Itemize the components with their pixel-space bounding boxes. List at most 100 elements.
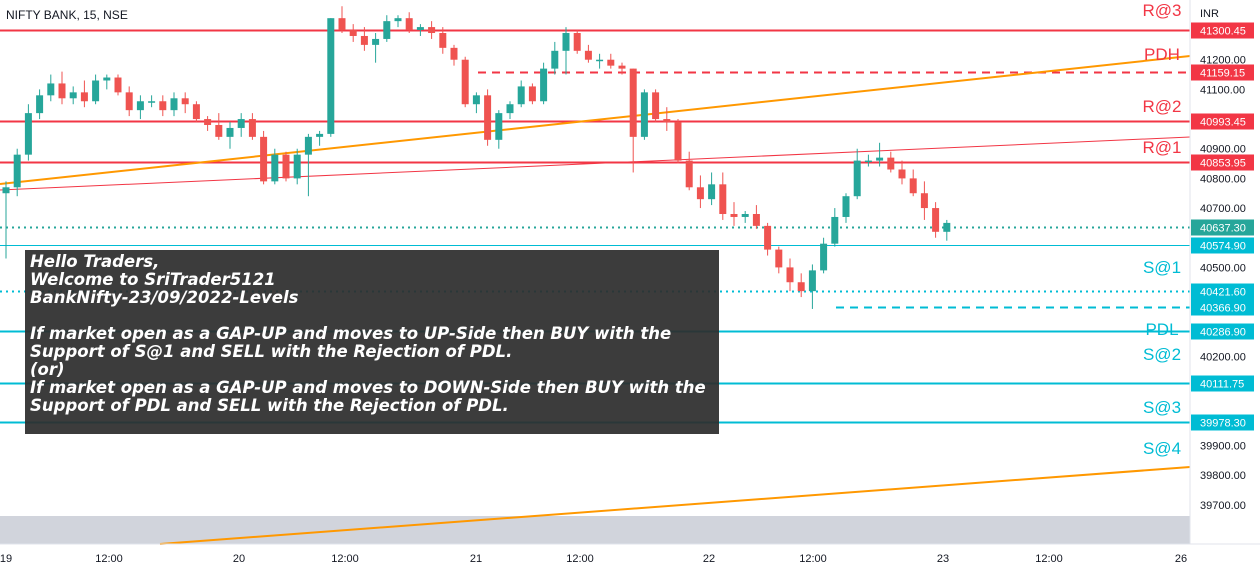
level-name-label: R@3: [1143, 1, 1182, 20]
level-name-label: S@3: [1143, 398, 1181, 417]
candle-body: [360, 35, 368, 45]
note-plan-a-2: Support of S@1 and SELL with the Rejecti…: [30, 342, 513, 361]
level-price-box: [1191, 219, 1254, 236]
level-price-box: [1191, 64, 1254, 81]
candle-body: [248, 119, 256, 137]
candle-body: [584, 50, 592, 60]
time-axis[interactable]: 19 12:00 20 12:00 21 12:00 22 12:00 23 12:00 26: [0, 543, 1260, 565]
candle-body: [640, 92, 648, 137]
level-name-label: R@1: [1143, 138, 1182, 157]
candle-body: [405, 18, 413, 31]
candle-body: [629, 68, 637, 137]
y-tick-label: 39800.00: [1200, 470, 1246, 482]
candle-body: [551, 50, 559, 69]
candle-body: [2, 187, 10, 194]
x-tick-label: 22: [703, 553, 715, 565]
y-tick-label: 39700.00: [1200, 500, 1246, 512]
candle-body: [741, 214, 749, 217]
level-name-label: S@4: [1143, 439, 1181, 458]
currency-label: INR: [1200, 8, 1219, 20]
candle-body: [932, 208, 940, 232]
candle-body: [383, 21, 391, 39]
note-plan-b-2: Support of PDL and SELL with the Rejecti…: [30, 396, 509, 415]
candle-body: [170, 98, 178, 111]
note-heading: BankNifty-23/09/2022-Levels: [30, 288, 299, 307]
y-tick-label: 40800.00: [1200, 173, 1246, 185]
candle-body: [618, 65, 626, 69]
y-tick-label: 40900.00: [1200, 144, 1246, 156]
candle-body: [282, 154, 290, 179]
candle-body: [461, 59, 469, 105]
candle-body: [596, 59, 604, 62]
candle-body: [853, 160, 861, 197]
candle-body: [820, 243, 828, 271]
candle-body: [103, 77, 111, 81]
candle-body: [271, 154, 279, 182]
candle-body: [394, 18, 402, 22]
y-tick-label: 40500.00: [1200, 262, 1246, 274]
candle-body: [943, 222, 951, 232]
candle-body: [428, 27, 436, 34]
candle-body: [674, 122, 682, 161]
level-price-box: [1191, 375, 1254, 392]
level-price-label: 39978.30: [1200, 418, 1246, 430]
note-or: (or): [30, 360, 65, 379]
level-name-label: S@2: [1143, 345, 1181, 364]
candle-body: [204, 119, 212, 125]
x-tick-label: 20: [233, 553, 245, 565]
candle-body: [573, 33, 581, 51]
candle-body: [864, 160, 872, 163]
candle-body: [797, 282, 805, 292]
level-price-label: 40853.95: [1200, 158, 1246, 170]
level-price-box: [1191, 113, 1254, 130]
candle-body: [148, 101, 156, 103]
candle-body: [327, 18, 335, 134]
price-axis[interactable]: 41200.00 41100.00 40900.00 40800.00 40700.00…: [1189, 0, 1254, 544]
candle-body: [696, 187, 704, 200]
candle-body: [304, 136, 312, 155]
candle-body: [719, 184, 727, 215]
candle-body: [887, 157, 895, 170]
candle-body: [607, 59, 615, 66]
x-tick-label: 12:00: [1035, 553, 1063, 565]
candle-body: [439, 33, 447, 48]
candle-body: [192, 104, 200, 120]
x-tick-label: 21: [470, 553, 482, 565]
candle-body: [226, 127, 234, 137]
orange-trendline-upper: [0, 55, 1191, 185]
candle-body: [540, 68, 548, 102]
candle-body: [13, 154, 21, 188]
candle-body: [663, 119, 671, 123]
candle-body: [293, 154, 301, 179]
x-tick-label: 19: [0, 553, 12, 565]
level-price-label: 41159.15: [1200, 68, 1245, 80]
candle-body: [69, 92, 77, 99]
candle-body: [92, 80, 100, 102]
level-price-box: [1191, 237, 1254, 254]
level-price-box: [1191, 323, 1254, 340]
candle-body: [215, 124, 223, 137]
level-name-label: PDL: [1145, 320, 1178, 339]
symbol-title[interactable]: NIFTY BANK, 15, NSE: [6, 8, 128, 22]
level-price-box: [1191, 414, 1254, 431]
candle-body: [831, 216, 839, 244]
x-tick-label: 12:00: [331, 553, 359, 565]
y-tick-label: 40200.00: [1200, 351, 1246, 363]
candle-body: [58, 83, 66, 99]
level-price-box: [1191, 299, 1254, 316]
level-price-box: [1191, 22, 1254, 39]
candle-body: [730, 214, 738, 217]
level-price-box: [1191, 154, 1254, 171]
level-names: R@3 PDH R@2 R@1 S@1 PDL S@2 S@3 S@4: [1143, 1, 1182, 458]
x-tick-label: 26: [1175, 553, 1187, 565]
candle-body: [80, 92, 88, 102]
candle-body: [842, 196, 850, 217]
y-tick-label: 40700.00: [1200, 203, 1246, 215]
candle-body: [562, 33, 570, 51]
levels-note: Hello Traders, Welcome to SriTrader5121 …: [25, 250, 719, 434]
candle-body: [181, 98, 189, 105]
candle-body: [876, 157, 884, 161]
candle-body: [652, 92, 660, 120]
candle-body: [752, 214, 760, 226]
